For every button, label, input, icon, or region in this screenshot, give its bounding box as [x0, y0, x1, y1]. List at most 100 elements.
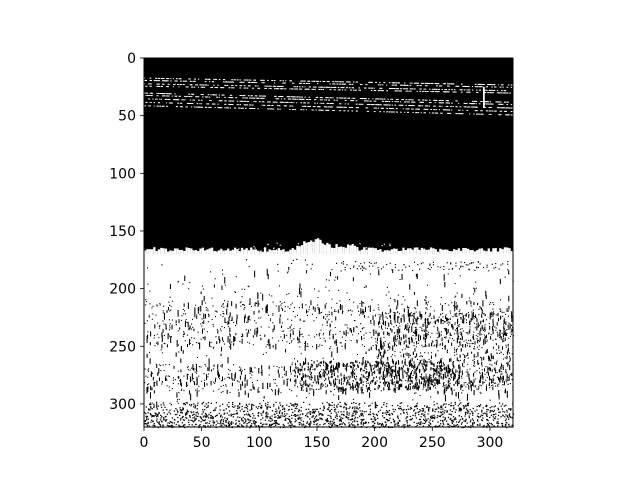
stripe-pixel — [390, 98, 392, 100]
stripe-pixel — [301, 96, 304, 98]
noise-pixel — [317, 378, 319, 384]
noise-pixel — [155, 413, 157, 415]
stripe-pixel — [321, 99, 323, 101]
noise-pixel — [460, 349, 462, 351]
noise-pixel — [434, 369, 436, 372]
noise-pixel — [335, 262, 338, 264]
stripe-pixel — [329, 102, 332, 105]
noise-pixel — [343, 413, 345, 416]
stripe-pixel — [329, 89, 332, 91]
stripe-pixel — [348, 83, 352, 85]
noise-pixel — [329, 409, 331, 412]
noise-pixel — [266, 423, 268, 425]
noise-pixel — [291, 390, 293, 392]
noise-pixel — [473, 287, 475, 289]
noise-pixel — [186, 382, 188, 384]
noise-pixel — [436, 374, 438, 376]
stripe-pixel — [478, 86, 481, 88]
noise-pixel — [337, 362, 339, 366]
noise-pixel — [202, 401, 205, 404]
noise-pixel — [330, 374, 333, 376]
stripe-pixel — [193, 78, 196, 80]
noise-pixel — [234, 336, 236, 342]
noise-pixel — [467, 333, 469, 335]
noise-pixel — [240, 424, 243, 426]
noise-pixel — [329, 381, 331, 385]
noise-pixel — [374, 388, 376, 390]
noise-pixel — [270, 420, 272, 422]
noise-pixel — [264, 334, 266, 337]
stripe-pixel — [191, 93, 194, 95]
noise-pixel — [384, 374, 386, 376]
noise-pixel — [325, 366, 327, 369]
stripe-pixel — [329, 106, 332, 108]
noise-pixel — [471, 418, 474, 420]
stripe-pixel — [207, 84, 209, 86]
noise-pixel — [300, 383, 302, 386]
stripe-pixel — [398, 82, 401, 84]
noise-pixel — [483, 424, 485, 427]
noise-pixel — [151, 408, 153, 410]
noise-pixel — [300, 333, 302, 336]
noise-pixel — [432, 408, 434, 410]
noise-pixel — [297, 295, 299, 297]
noise-pixel — [346, 368, 348, 372]
stripe-pixel — [289, 105, 292, 107]
horizon-pixel — [466, 248, 470, 255]
noise-pixel — [415, 375, 417, 380]
horizon-pixel — [489, 251, 493, 255]
noise-pixel — [317, 304, 319, 306]
noise-pixel — [147, 386, 149, 389]
noise-pixel — [387, 374, 389, 376]
noise-pixel — [356, 382, 358, 385]
noise-pixel — [231, 316, 233, 322]
stripe-pixel — [438, 99, 442, 102]
noise-pixel — [397, 415, 399, 417]
noise-pixel — [421, 314, 423, 318]
stripe-pixel — [235, 85, 238, 87]
noise-pixel — [420, 263, 422, 265]
noise-pixel — [327, 366, 329, 370]
noise-pixel — [481, 374, 483, 376]
stripe-pixel — [440, 112, 443, 114]
noise-pixel — [239, 375, 241, 380]
noise-pixel — [304, 367, 306, 371]
noise-pixel — [186, 402, 189, 404]
stripe-pixel — [359, 89, 361, 91]
noise-pixel — [362, 384, 364, 386]
noise-pixel — [410, 336, 413, 341]
stripe-pixel — [173, 78, 174, 80]
noise-pixel — [160, 349, 162, 351]
noise-pixel — [225, 384, 227, 386]
speckle-pixel — [314, 245, 316, 248]
stripe-pixel — [476, 110, 478, 112]
stripe-pixel — [250, 107, 253, 109]
stripe-pixel — [153, 80, 156, 82]
stripe-pixel — [268, 85, 271, 87]
noise-pixel — [414, 356, 416, 358]
noise-pixel — [244, 383, 246, 389]
noise-pixel — [334, 388, 336, 391]
stripe-pixel — [366, 110, 370, 112]
noise-pixel — [313, 361, 315, 364]
noise-pixel — [343, 374, 345, 377]
noise-pixel — [405, 334, 407, 338]
noise-pixel — [167, 333, 169, 340]
noise-pixel — [313, 320, 315, 322]
noise-pixel — [291, 364, 293, 366]
noise-pixel — [482, 327, 484, 330]
noise-pixel — [414, 326, 416, 329]
noise-pixel — [361, 300, 363, 302]
noise-pixel — [500, 367, 502, 369]
stripe-pixel — [246, 79, 249, 81]
noise-pixel — [472, 309, 474, 311]
noise-pixel — [455, 262, 457, 264]
noise-pixel — [339, 300, 341, 302]
noise-pixel — [495, 266, 497, 269]
noise-pixel — [268, 365, 270, 370]
noise-pixel — [350, 362, 352, 364]
noise-pixel — [315, 408, 317, 410]
noise-pixel — [315, 381, 317, 384]
noise-pixel — [258, 367, 260, 374]
